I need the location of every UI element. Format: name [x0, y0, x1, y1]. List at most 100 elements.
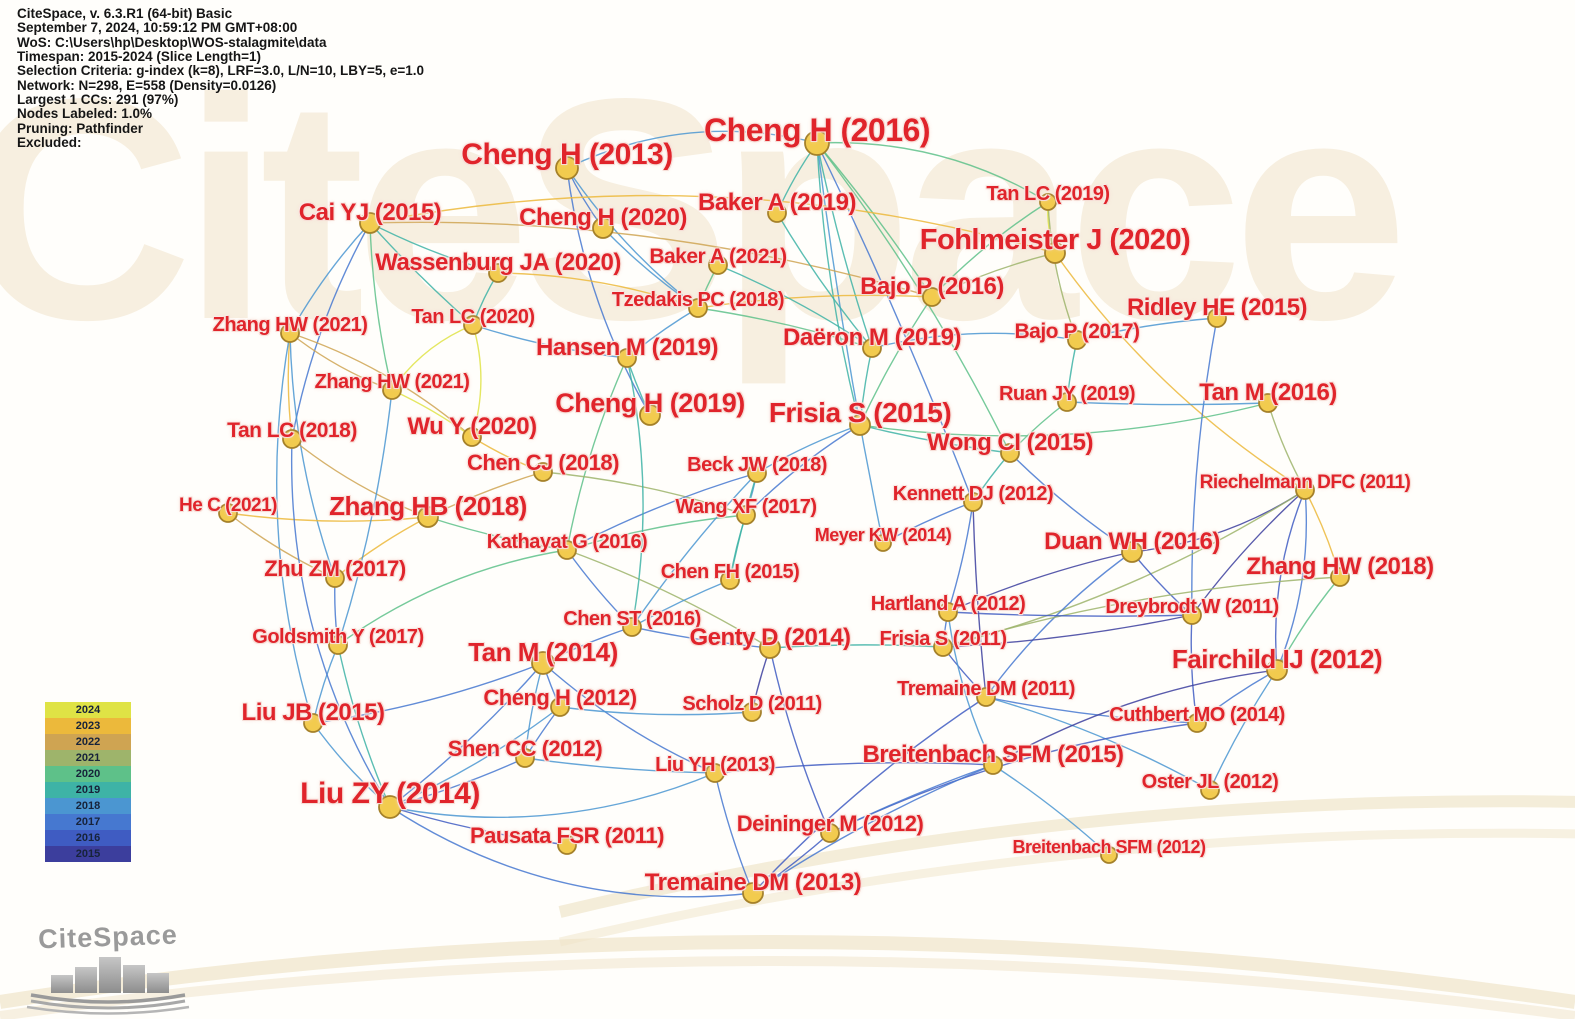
background-watermark: CiteSpace [0, 33, 1408, 385]
citation-edge [524, 757, 716, 774]
citation-edge [369, 222, 499, 274]
graph-node[interactable] [280, 323, 300, 343]
graph-node[interactable] [1067, 330, 1087, 350]
citation-edge [389, 806, 568, 846]
graph-node[interactable] [1295, 480, 1315, 500]
graph-node[interactable] [708, 255, 728, 275]
citation-edge [566, 472, 758, 551]
citation-edge [947, 501, 974, 613]
graph-node[interactable] [557, 540, 577, 560]
citation-edge [1131, 551, 1193, 616]
graph-node[interactable] [1044, 242, 1066, 264]
graph-node[interactable] [325, 568, 345, 588]
graph-node[interactable] [515, 748, 535, 768]
graph-node[interactable] [938, 602, 958, 622]
graph-node[interactable] [1000, 443, 1020, 463]
graph-node[interactable] [759, 637, 781, 659]
graph-node[interactable] [218, 503, 238, 523]
citation-edge [992, 764, 1110, 856]
graph-node[interactable] [303, 713, 323, 733]
citation-edge [942, 489, 1306, 648]
citation-edge [276, 332, 314, 724]
graph-node[interactable] [378, 795, 402, 819]
citation-edge [337, 644, 391, 808]
citation-edge [542, 662, 716, 774]
citation-edge [947, 611, 994, 766]
graph-node[interactable] [1200, 780, 1220, 800]
graph-node[interactable] [1100, 846, 1118, 864]
graph-node[interactable] [963, 492, 983, 512]
graph-node[interactable] [742, 882, 764, 904]
graph-node[interactable] [531, 651, 555, 675]
graph-node[interactable] [933, 637, 953, 657]
graph-node[interactable] [488, 263, 508, 283]
citation-edge [369, 222, 474, 326]
citation-edge [389, 662, 544, 808]
citation-edge [816, 142, 873, 349]
graph-node[interactable] [849, 414, 871, 436]
graph-node[interactable] [550, 697, 570, 717]
citation-edge [972, 501, 987, 698]
header-line: CiteSpace, v. 6.3.R1 (64-bit) Basic [17, 6, 233, 21]
citation-edge [816, 142, 861, 426]
citation-edge [992, 669, 1278, 766]
citation-edge [816, 141, 1049, 203]
citation-edge [871, 332, 1078, 349]
graph-node[interactable] [1207, 308, 1227, 328]
graph-node[interactable] [720, 570, 740, 590]
citation-edge [291, 438, 429, 518]
citation-edge [1131, 489, 1306, 553]
citation-edge [542, 471, 747, 516]
graph-node[interactable] [328, 635, 348, 655]
citation-edge [337, 389, 393, 646]
graph-node[interactable] [874, 534, 892, 552]
graph-node[interactable] [557, 835, 577, 855]
citation-edge [859, 296, 933, 426]
legend-year-2017: 2017 [45, 814, 131, 830]
graph-node[interactable] [1258, 393, 1278, 413]
graph-node[interactable] [736, 505, 756, 525]
graph-node[interactable] [1330, 567, 1350, 587]
graph-node[interactable] [747, 463, 767, 483]
citation-edge [752, 832, 831, 894]
graph-node[interactable] [622, 617, 642, 637]
graph-node[interactable] [862, 338, 882, 358]
graph-node[interactable] [1187, 713, 1207, 733]
graph-node[interactable] [1182, 605, 1202, 625]
graph-node[interactable] [767, 203, 787, 223]
citation-edge [389, 772, 716, 819]
citation-edge [816, 142, 1011, 454]
graph-node[interactable] [617, 348, 637, 368]
graph-node[interactable] [417, 506, 439, 528]
graph-node[interactable] [688, 298, 708, 318]
citation-edge [1190, 614, 1198, 724]
graph-node[interactable] [820, 823, 840, 843]
graph-node[interactable] [976, 687, 996, 707]
graph-node[interactable] [1266, 659, 1288, 681]
citation-edge [985, 696, 1211, 791]
citation-edge [816, 142, 974, 503]
graph-node[interactable] [1039, 193, 1057, 211]
graph-node[interactable] [983, 755, 1003, 775]
graph-node[interactable] [555, 156, 579, 180]
citation-edge [756, 424, 861, 474]
graph-node[interactable] [533, 462, 553, 482]
graph-node[interactable] [592, 217, 614, 239]
graph-node[interactable] [382, 380, 402, 400]
graph-node[interactable] [705, 763, 725, 783]
graph-node[interactable] [1121, 541, 1143, 563]
graph-node[interactable] [282, 429, 302, 449]
citation-edge [1054, 252, 1306, 491]
graph-node[interactable] [359, 212, 381, 234]
graph-node[interactable] [804, 130, 830, 156]
logo-book-icon [26, 957, 190, 1015]
graph-node[interactable] [922, 287, 942, 307]
graph-node[interactable] [463, 315, 483, 335]
graph-node[interactable] [639, 404, 661, 426]
header-line: Excluded: [17, 135, 82, 151]
graph-node[interactable] [1057, 392, 1077, 412]
citation-edge [566, 130, 818, 169]
graph-node[interactable] [462, 427, 482, 447]
graph-node[interactable] [742, 702, 762, 722]
